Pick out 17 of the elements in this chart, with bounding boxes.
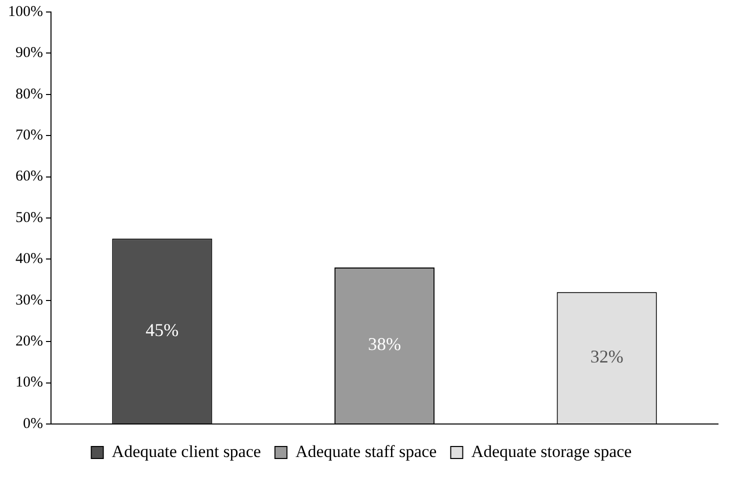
y-tick-label: 30% [15, 292, 43, 308]
y-tick-label: 70% [15, 128, 43, 144]
y-tick-label: 10% [15, 374, 43, 391]
y-tick-label: 20% [15, 334, 43, 350]
y-tick-label: 100% [8, 4, 43, 20]
y-tick-label: 40% [15, 251, 43, 268]
y-tick-label: 80% [15, 86, 43, 102]
data-label: 38% [368, 334, 401, 354]
legend-label: Adequate client space [112, 442, 261, 461]
y-tick-label: 90% [15, 45, 43, 62]
y-tick-label: 60% [15, 168, 43, 185]
y-tick-label: 50% [15, 210, 43, 226]
data-label: 45% [146, 320, 179, 340]
legend-label: Adequate staff space [295, 442, 437, 461]
legend-label: Adequate storage space [471, 442, 632, 461]
data-label: 32% [590, 346, 624, 367]
y-tick-label: 0% [22, 416, 43, 432]
